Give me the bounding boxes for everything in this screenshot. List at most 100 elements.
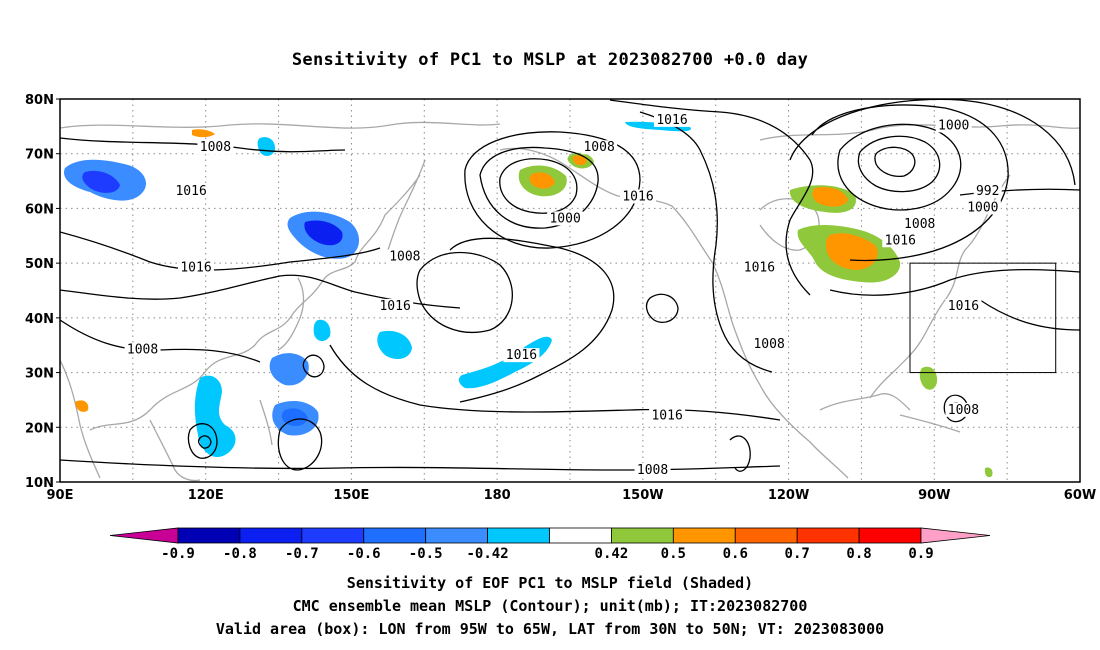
colorbar-high-arrow [920, 527, 991, 544]
colorbar-segment [549, 527, 612, 544]
contour-label: 1016 [622, 189, 653, 204]
contour-line [874, 146, 916, 178]
contour-label: 1000 [938, 118, 969, 133]
coastline-kamchatka [387, 159, 426, 251]
contour-label: 1008 [389, 250, 420, 265]
caption-shaded: Sensitivity of EOF PC1 to MSLP field (Sh… [346, 574, 754, 592]
contour-label: 1016 [180, 261, 211, 276]
colorbar-segment [796, 527, 860, 544]
contour-label: 1016 [885, 233, 916, 248]
contour-line [829, 268, 1080, 296]
shade-region [313, 319, 331, 342]
shade-region [984, 467, 993, 478]
colorbar-segment [239, 527, 303, 544]
valid-area-box [909, 262, 1057, 374]
coastline-na-west [671, 205, 849, 479]
contour-label-bg [620, 189, 656, 204]
shade-region [529, 172, 555, 189]
coastline-asia-east [89, 174, 421, 431]
contour-line [811, 104, 1009, 262]
lon-tick-label: 60W [1064, 488, 1096, 503]
lon-tick-label: 90E [47, 488, 74, 503]
contour-line [277, 418, 323, 471]
coastline-gulf [819, 393, 911, 411]
contour-label-bg [649, 408, 686, 423]
contour-label-bg [197, 140, 234, 155]
lat-tick-label: 40N [25, 312, 54, 327]
contour-label: 1008 [583, 140, 614, 155]
colorbar-segment [487, 527, 550, 544]
colorbar-segment [363, 527, 427, 544]
colorbar-segment [301, 527, 365, 544]
colorbar: -0.9 -0.8 -0.7 -0.6 -0.5 -0.42 0.42 0.5 0.6 0.7 0.… [109, 527, 991, 562]
contour-line [60, 231, 381, 271]
shade-region [257, 137, 276, 156]
contour-label-bg [503, 348, 540, 363]
colorbar-label: -0.8 [223, 546, 257, 562]
contour-label: 1008 [753, 337, 784, 352]
coastline-arctic-na [759, 124, 1080, 141]
contour-label-bg [945, 298, 982, 313]
contour-label: 1016 [744, 261, 775, 276]
lat-tick-label: 80N [25, 93, 54, 108]
contour-line [789, 99, 1076, 186]
coastline-philippines [259, 399, 273, 446]
contour-label-bg [654, 112, 690, 127]
contour-line [959, 188, 1080, 196]
contour-line [479, 146, 599, 229]
colorbar-label: -0.6 [347, 546, 381, 562]
contour-line [464, 131, 641, 249]
contour-label: 1000 [967, 200, 998, 215]
colorbar-segment [734, 527, 798, 544]
lat-tick-label: 70N [25, 148, 54, 163]
contour-label: 1016 [656, 113, 687, 128]
contour-label-bg [964, 200, 1001, 215]
colorbar-segment [177, 527, 241, 544]
caption-valid-area: Valid area (box): LON from 95W to 65W, L… [215, 620, 885, 638]
lat-tick-label: 30N [25, 367, 54, 382]
colorbar-label: 0.7 [785, 546, 810, 562]
colorbar-label: 0.5 [661, 546, 686, 562]
contour-label-bg [386, 249, 423, 264]
contour-label-bg [973, 184, 1002, 199]
contour-line [449, 237, 615, 403]
contour-line [329, 344, 781, 421]
coastline-caribbean [899, 414, 961, 433]
shade-region [377, 330, 412, 360]
caption-contour: CMC ensemble mean MSLP (Contour); unit(m… [292, 597, 808, 615]
colorbar-label: 0.42 [595, 546, 629, 562]
contour-label: 1016 [948, 299, 979, 314]
contour-label: 1008 [637, 463, 668, 478]
colorbar-label: 0.6 [723, 546, 748, 562]
colorbar-segment [425, 527, 488, 544]
contour-label-bg [935, 118, 972, 133]
lat-tick-label: 60N [25, 202, 54, 217]
contour-line [609, 99, 814, 296]
contour-label: 1008 [127, 343, 158, 358]
contour-line [729, 435, 751, 472]
colorbar-label: 0.8 [846, 546, 871, 562]
contour-label-bg [173, 184, 210, 199]
coastline-indochina [149, 419, 201, 482]
contour-line [416, 251, 513, 334]
shade-region [82, 170, 120, 193]
contour-label-bg [882, 233, 919, 248]
contour-line [197, 435, 212, 449]
lon-tick-label: 90W [918, 488, 950, 503]
contour-label: 1016 [651, 408, 682, 423]
contour-label-bg [547, 211, 584, 226]
colorbar-label: -0.7 [285, 546, 319, 562]
negative-sensitivity-regions [64, 121, 691, 458]
contour-line [60, 459, 781, 471]
contour-line [979, 299, 1080, 331]
shade-region [919, 366, 938, 390]
contour-label-bg [581, 140, 618, 155]
colorbar-label: -0.42 [467, 546, 509, 562]
colorbar-segment [858, 527, 922, 544]
contour-label-bg [751, 337, 788, 352]
contour-label: 1016 [379, 299, 410, 314]
contour-line [837, 123, 962, 211]
contour-labels: 1008 1016 1008 1016 1016 1008 1016 1008 1016 1000… [124, 112, 1002, 478]
shade-region [269, 353, 309, 386]
shade-region [812, 187, 848, 207]
